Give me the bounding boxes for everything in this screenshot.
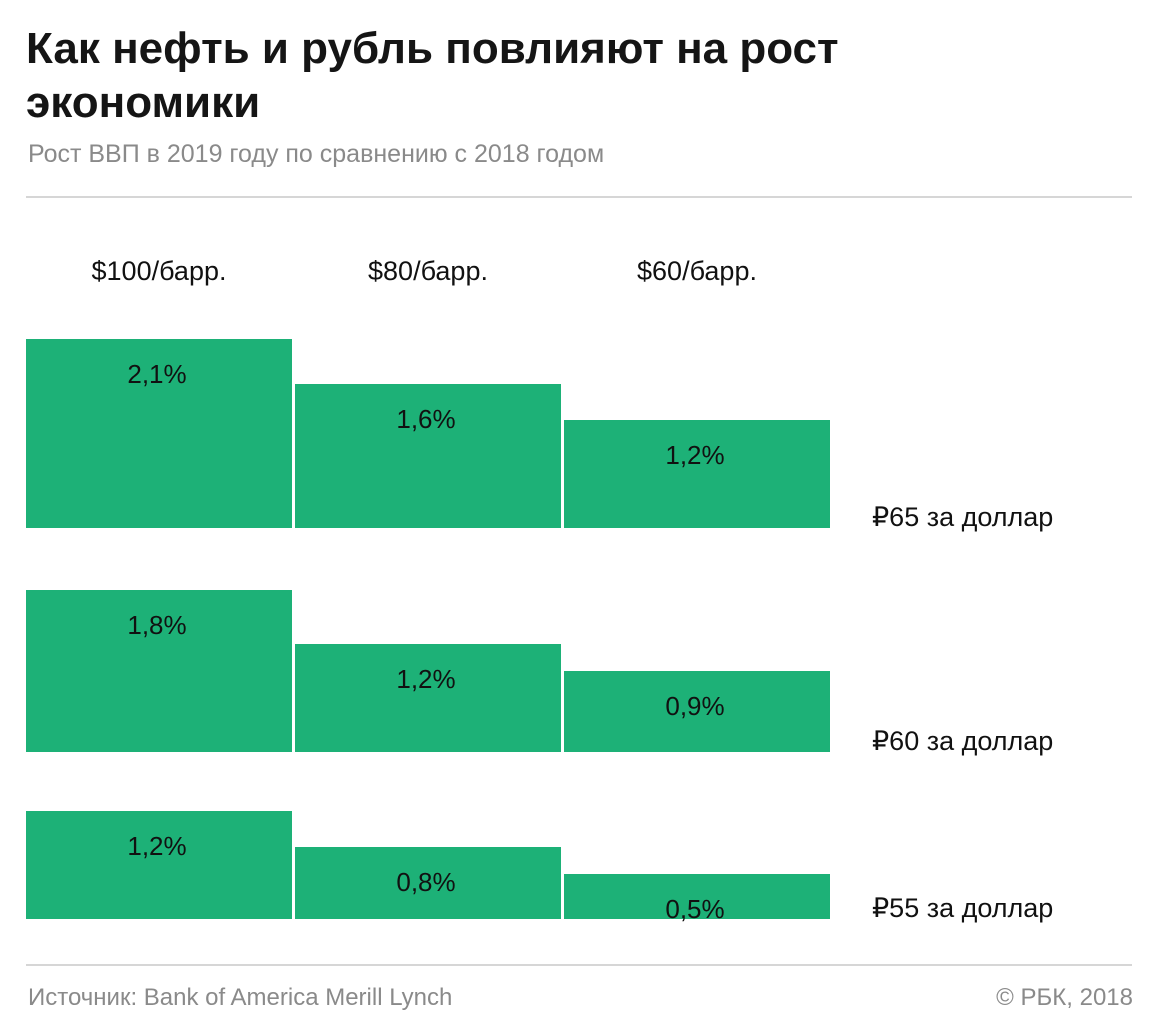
bar-value-label: 0,9%	[665, 691, 724, 721]
bar	[564, 874, 830, 919]
bar	[26, 811, 292, 919]
bar-value-label: 2,1%	[127, 359, 186, 389]
series-label: ₽55 за доллар	[872, 893, 1053, 923]
bar	[295, 644, 561, 752]
chart-subtitle: Рост ВВП в 2019 году по сравнению с 2018…	[28, 140, 605, 168]
bar	[564, 420, 830, 528]
footer-divider	[26, 964, 1132, 966]
bar-value-label: 1,6%	[396, 404, 455, 434]
bar-value-label: 1,2%	[127, 831, 186, 861]
copyright-note: © РБК, 2018	[996, 984, 1133, 1011]
category-label: $100/барр.	[92, 256, 227, 286]
series-label: ₽60 за доллар	[872, 726, 1053, 756]
bar	[564, 671, 830, 752]
bar	[295, 847, 561, 919]
header-divider	[26, 196, 1132, 198]
series-label: ₽65 за доллар	[872, 502, 1053, 532]
category-label: $80/барр.	[368, 256, 488, 286]
bar-value-label: 1,8%	[127, 610, 186, 640]
bar	[26, 590, 292, 752]
bar-value-label: 1,2%	[396, 664, 455, 694]
bar-value-label: 0,5%	[665, 894, 724, 924]
chart-title: Как нефть и рубль повлияют на рост эконо…	[26, 24, 839, 127]
bar	[295, 384, 561, 528]
bar-value-label: 0,8%	[396, 867, 455, 897]
bar-value-label: 1,2%	[665, 440, 724, 470]
bar	[26, 339, 292, 528]
category-label: $60/барр.	[637, 256, 757, 286]
source-note: Источник: Bank of America Merill Lynch	[28, 984, 453, 1011]
